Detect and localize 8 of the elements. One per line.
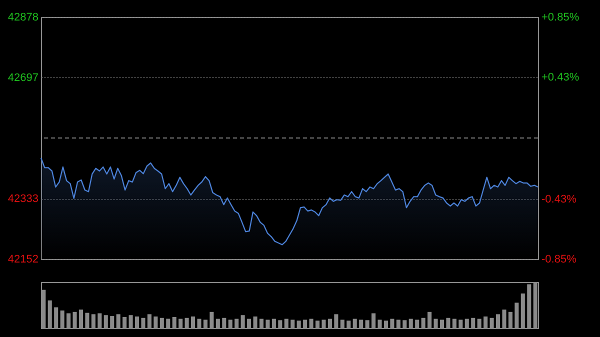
y2-tick-label: +0.85% <box>542 12 580 24</box>
y2-tick-label: -0.43% <box>542 194 577 206</box>
y-tick-label: 42333 <box>8 193 38 206</box>
y2-tick-label: -0.85% <box>542 254 577 266</box>
y-tick-label: 42697 <box>8 72 38 84</box>
y-tick-label: 42878 <box>8 12 38 24</box>
y2-tick-label: +0.43% <box>542 71 580 84</box>
y-tick-label: 42152 <box>8 254 38 266</box>
